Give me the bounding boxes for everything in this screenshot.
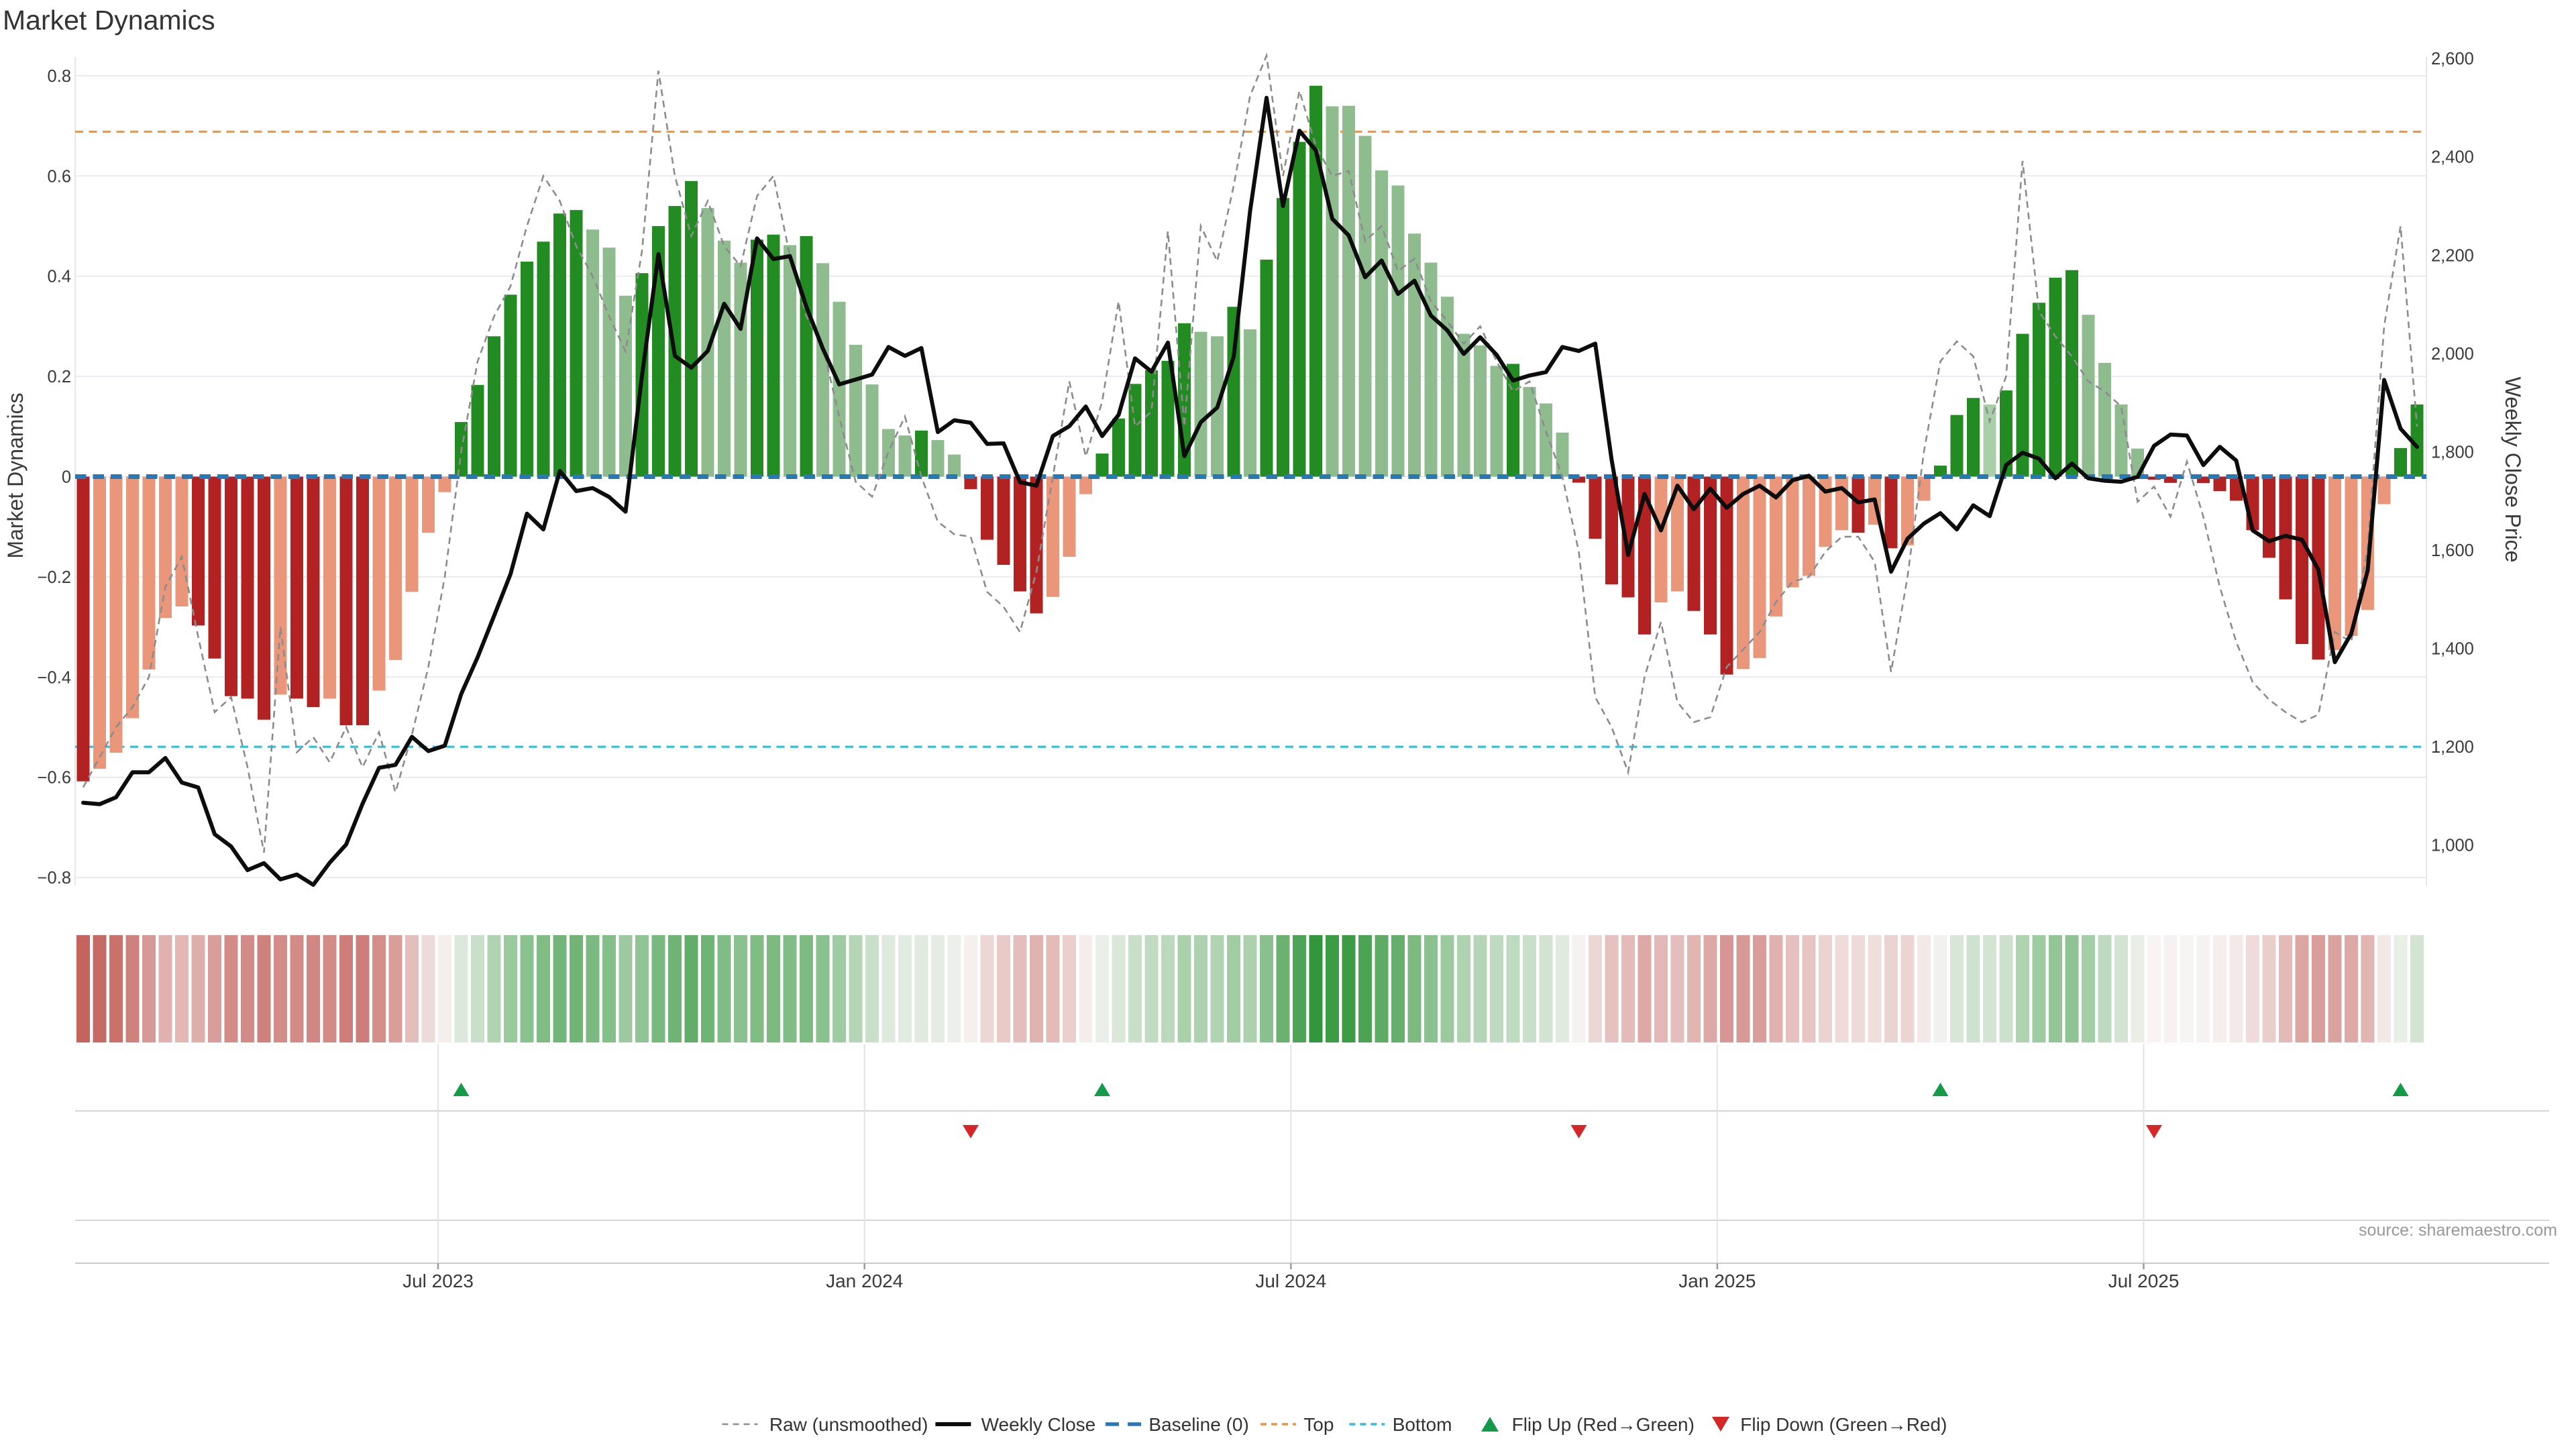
svg-text:0.4: 0.4: [48, 268, 71, 286]
svg-text:1,000: 1,000: [2431, 837, 2474, 855]
svg-text:−0.4: −0.4: [38, 668, 71, 687]
svg-text:Jan 2025: Jan 2025: [1678, 1271, 1756, 1291]
svg-text:source: sharemaestro.com: source: sharemaestro.com: [2359, 1221, 2557, 1240]
svg-text:Market Dynamics: Market Dynamics: [3, 5, 215, 36]
svg-text:−0.2: −0.2: [38, 568, 71, 587]
svg-text:Baseline (0): Baseline (0): [1148, 1414, 1248, 1435]
svg-text:−0.6: −0.6: [38, 769, 71, 788]
svg-text:1,200: 1,200: [2431, 738, 2474, 757]
svg-text:Jan 2024: Jan 2024: [826, 1271, 903, 1291]
svg-text:0.6: 0.6: [48, 167, 71, 186]
svg-text:2,000: 2,000: [2431, 345, 2474, 364]
svg-text:2,200: 2,200: [2431, 246, 2474, 265]
svg-text:0: 0: [62, 468, 71, 487]
svg-text:Jul 2024: Jul 2024: [1255, 1271, 1326, 1291]
svg-text:0.8: 0.8: [48, 67, 71, 86]
svg-text:Market Dynamics: Market Dynamics: [3, 392, 28, 558]
svg-text:1,800: 1,800: [2431, 443, 2474, 462]
svg-text:Jul 2023: Jul 2023: [402, 1271, 474, 1291]
svg-text:Flip Down (Green→Red): Flip Down (Green→Red): [1740, 1414, 1947, 1435]
svg-text:1,400: 1,400: [2431, 640, 2474, 659]
svg-text:2,400: 2,400: [2431, 148, 2474, 167]
svg-text:0.2: 0.2: [48, 368, 71, 386]
svg-text:−0.8: −0.8: [38, 869, 71, 888]
svg-text:2,600: 2,600: [2431, 50, 2474, 68]
svg-text:Raw (unsmoothed): Raw (unsmoothed): [769, 1414, 928, 1435]
svg-text:Jul 2025: Jul 2025: [2108, 1271, 2180, 1291]
svg-text:Weekly Close: Weekly Close: [981, 1414, 1096, 1435]
svg-text:Bottom: Bottom: [1393, 1414, 1452, 1435]
svg-text:Weekly Close Price: Weekly Close Price: [2501, 377, 2525, 563]
svg-text:Flip Up (Red→Green): Flip Up (Red→Green): [1512, 1414, 1695, 1435]
svg-text:1,600: 1,600: [2431, 541, 2474, 560]
svg-text:Top: Top: [1303, 1414, 1334, 1435]
